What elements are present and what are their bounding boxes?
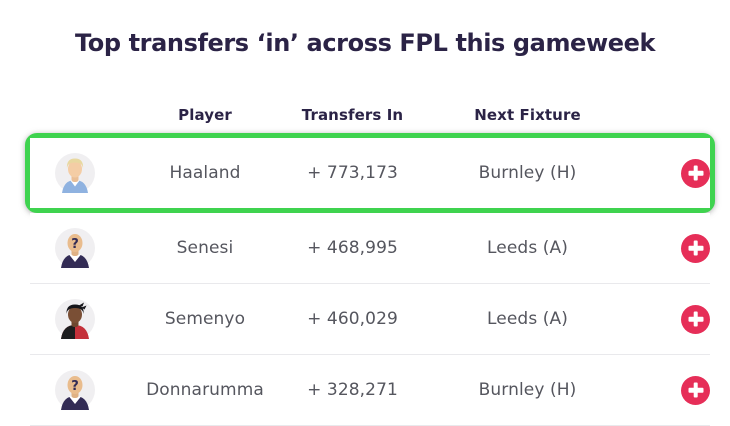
transfers-in-value: + 468,995 — [307, 238, 398, 258]
transfers-in-value: + 460,029 — [307, 309, 398, 329]
avatar-cell: ? — [55, 370, 95, 410]
avatar-cell — [55, 153, 95, 193]
player-name: Senesi — [176, 238, 234, 258]
avatar-cell — [55, 299, 95, 339]
add-player-button[interactable] — [681, 375, 710, 405]
player-avatar-icon — [55, 299, 95, 339]
add-player-button[interactable] — [681, 158, 710, 188]
next-fixture-value: Burnley (H) — [478, 163, 577, 183]
player-name: Donnarumma — [146, 380, 264, 400]
page-title: Top transfers ‘in’ across FPL this gamew… — [74, 29, 656, 57]
table-row: Haaland + 773,173 Burnley (H) — [30, 138, 710, 208]
player-avatar-icon: ? — [55, 370, 95, 410]
column-header-transfers-in: Transfers In — [301, 106, 404, 124]
add-player-button[interactable] — [681, 304, 710, 334]
plus-icon — [681, 159, 710, 188]
player-avatar-icon: ? — [55, 228, 95, 268]
column-header-player: Player — [178, 106, 232, 124]
next-fixture-value: Burnley (H) — [478, 380, 577, 400]
svg-text:?: ? — [71, 379, 79, 394]
action-cell — [681, 375, 710, 405]
plus-icon — [681, 376, 710, 405]
table-row: Semenyo + 460,029 Leeds (A) — [30, 284, 710, 355]
next-fixture-value: Leeds (A) — [487, 309, 568, 329]
avatar-cell: ? — [55, 228, 95, 268]
table-row: ? Donnarumma + 328,271 Burnley (H) — [30, 355, 710, 426]
next-fixture-value: Leeds (A) — [487, 238, 568, 258]
highlight-annotation-box: Haaland + 773,173 Burnley (H) — [25, 133, 715, 213]
plus-icon — [681, 234, 710, 263]
transfers-in-value: + 328,271 — [307, 380, 398, 400]
transfers-in-value: + 773,173 — [307, 163, 398, 183]
add-player-button[interactable] — [681, 233, 710, 263]
action-cell — [681, 233, 710, 263]
table-row: ? Senesi + 468,995 Leeds (A) — [30, 213, 710, 284]
table-header-row: Player Transfers In Next Fixture — [30, 60, 710, 133]
svg-text:?: ? — [71, 237, 79, 252]
player-name: Haaland — [169, 163, 241, 183]
action-cell — [681, 304, 710, 334]
player-avatar-icon — [55, 153, 95, 193]
player-name: Semenyo — [164, 309, 246, 329]
column-header-next-fixture: Next Fixture — [474, 106, 581, 124]
action-cell — [681, 158, 710, 188]
transfers-table: Player Transfers In Next Fixture Haaland… — [25, 60, 715, 426]
plus-icon — [681, 305, 710, 334]
table-body: Haaland + 773,173 Burnley (H) ? Senesi +… — [25, 133, 715, 426]
